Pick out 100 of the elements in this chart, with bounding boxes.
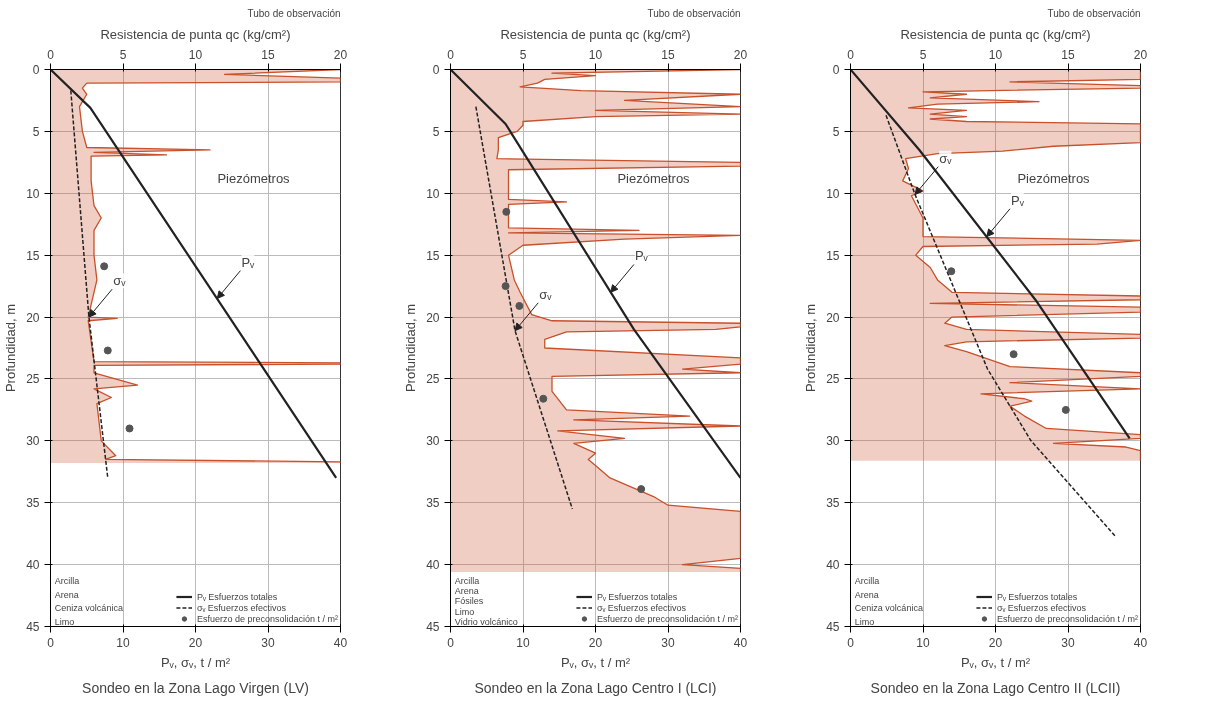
annotation: Pᵥ: [1011, 192, 1025, 208]
y-tick-label: 40: [826, 558, 840, 573]
text: Tubo de observación: [247, 7, 341, 19]
y-axis-title: Profundidad, m: [3, 303, 19, 393]
y-tick-label: 15: [26, 248, 40, 263]
annotation: Pᵥ: [241, 254, 256, 270]
y-tick-label: 25: [26, 372, 40, 387]
y-tick-label: 30: [426, 434, 440, 449]
y-tick-label: 0: [432, 63, 440, 77]
annotation: Ceniza volcánica: [54, 603, 123, 614]
x2-tick-label: 0: [47, 47, 55, 62]
x2-tick-label: 5: [919, 47, 927, 62]
text: Sondeo en la Zona Lago Centro I (LCI): [474, 679, 717, 696]
y-tick-label: 15: [826, 248, 840, 263]
y-tick-label: 35: [26, 496, 40, 511]
x2-tick-label: 15: [261, 47, 275, 62]
y-tick-label: 35: [426, 496, 440, 511]
text: Tubo de observación: [1047, 7, 1141, 19]
x-tick-label: 30: [1061, 635, 1075, 650]
y-tick-label: 30: [826, 434, 840, 449]
x-tick-label: 30: [661, 635, 675, 650]
annotation: Vidrio volcánico: [454, 617, 518, 628]
x-tick-label: 10: [116, 635, 130, 650]
legend-label: σᵥ Esfuerzos efectivos: [596, 602, 686, 613]
x2-tick-label: 15: [1061, 47, 1075, 62]
y-tick-label: 20: [26, 310, 40, 325]
x2-tick-label: 5: [119, 47, 127, 62]
annotation: Fósiles: [454, 596, 484, 607]
y-tick-label: 20: [426, 310, 440, 325]
annotation: Limo: [54, 617, 75, 628]
x-tick-label: 10: [916, 635, 930, 650]
x-axis-title: Pᵥ, σᵥ, t / m²: [960, 654, 1031, 670]
y-tick-label: 5: [432, 124, 440, 139]
x2-tick-label: 10: [588, 47, 603, 62]
annotation: Arena: [454, 586, 479, 597]
annotation: Arcilla: [54, 575, 80, 586]
y-axis-title: Profundidad, m: [403, 303, 419, 393]
x2-tick-label: 15: [661, 47, 675, 62]
x-tick-label: 0: [447, 635, 455, 650]
y-tick-label: 5: [832, 124, 840, 139]
legend-label: Pᵥ Esfuerzos totales: [996, 591, 1078, 602]
legend-label: Pᵥ Esfuerzos totales: [596, 591, 678, 602]
x2-tick-label: 0: [847, 47, 855, 62]
x2-tick-label: 20: [333, 47, 348, 62]
annotation: Pᵥ: [634, 248, 649, 264]
y-tick-label: 5: [32, 124, 40, 139]
x-tick-label: 10: [516, 635, 530, 650]
annotation: Limo: [454, 606, 475, 617]
y-tick-label: 45: [426, 620, 440, 634]
x-tick-label: 40: [333, 635, 348, 650]
y-tick-label: 10: [26, 186, 40, 201]
x-tick-label: 0: [47, 635, 55, 650]
text: Tubo de observación: [647, 7, 741, 19]
y-tick-label: 30: [26, 434, 40, 449]
x2-axis-title: Resistencia de punta qc (kg/cm²): [500, 26, 691, 42]
x2-tick-label: 20: [1133, 47, 1148, 62]
y-tick-label: 25: [826, 372, 840, 387]
x-tick-label: 0: [847, 635, 855, 650]
text: Sondeo en la Zona Lago Centro II (LCII): [870, 679, 1121, 696]
y-tick-label: 25: [426, 372, 440, 387]
y-tick-label: 10: [426, 186, 440, 201]
legend-label: σᵥ Esfuerzos efectivos: [996, 602, 1086, 613]
x2-tick-label: 10: [988, 47, 1003, 62]
x-axis-title: Pᵥ, σᵥ, t / m²: [560, 654, 631, 670]
x-tick-label: 20: [988, 635, 1003, 650]
x-tick-label: 20: [588, 635, 603, 650]
y-tick-label: 0: [832, 63, 840, 77]
legend-label: Pᵥ Esfuerzos totales: [196, 591, 278, 602]
x2-tick-label: 0: [447, 47, 455, 62]
x-axis-title: Pᵥ, σᵥ, t / m²: [160, 654, 231, 670]
x2-tick-label: 20: [733, 47, 748, 62]
x2-axis-title: Resistencia de punta qc (kg/cm²): [900, 26, 1091, 42]
annotation: Piezómetros: [617, 171, 691, 187]
x2-tick-label: 10: [188, 47, 203, 62]
legend-label: Esfuerzo de preconsolidación t / m²: [596, 613, 738, 624]
y-tick-label: 40: [426, 558, 440, 573]
y-tick-label: 45: [26, 620, 40, 634]
annotation: σᵥ: [113, 273, 127, 289]
y-tick-label: 0: [32, 63, 40, 77]
x-tick-label: 30: [261, 635, 275, 650]
legend-label: σᵥ Esfuerzos efectivos: [196, 602, 286, 613]
y-tick-label: 15: [426, 248, 440, 263]
x-tick-label: 40: [733, 635, 748, 650]
x2-axis-title: Resistencia de punta qc (kg/cm²): [100, 26, 291, 42]
y-tick-label: 45: [826, 620, 840, 634]
annotation: Arena: [854, 589, 879, 600]
legend-label: Esfuerzo de preconsolidación t / m²: [196, 613, 338, 624]
y-tick-label: 10: [826, 186, 840, 201]
annotation: Piezómetros: [1017, 171, 1091, 187]
y-tick-label: 20: [826, 310, 840, 325]
text: Sondeo en la Zona Lago Virgen (LV): [82, 679, 309, 696]
y-tick-label: 35: [826, 496, 840, 511]
annotation: Ceniza volcánica: [854, 603, 923, 614]
annotation: Piezómetros: [217, 171, 291, 187]
annotation: Arena: [54, 589, 79, 600]
annotation: σᵥ: [539, 286, 553, 302]
x2-tick-label: 5: [519, 47, 527, 62]
x-tick-label: 40: [1133, 635, 1148, 650]
annotation: Arcilla: [854, 575, 880, 586]
annotation: Arcilla: [454, 575, 480, 586]
